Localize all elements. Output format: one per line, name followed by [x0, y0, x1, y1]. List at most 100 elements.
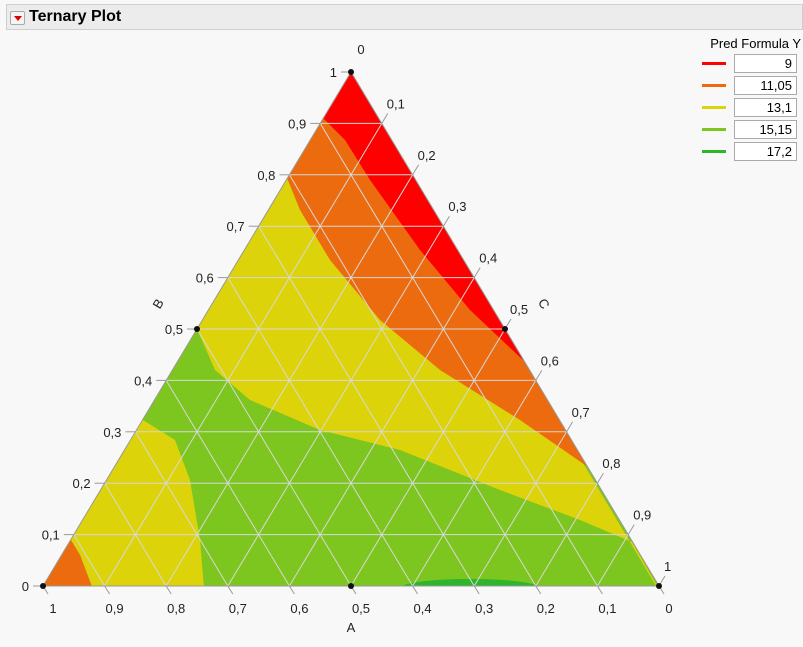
tick-label-b: 0 [22, 579, 29, 594]
legend-swatch [702, 84, 726, 87]
tick-label-c: 0,8 [602, 456, 620, 471]
tick-a [473, 585, 480, 595]
tick-label-c: 0,2 [418, 148, 436, 163]
tick-a [288, 585, 295, 595]
tick-label-a: 1 [49, 601, 56, 616]
region-9 [300, 72, 525, 362]
tick-label-b: 0,9 [288, 116, 306, 131]
tick-label-b: 0,1 [42, 528, 60, 543]
design-points [40, 69, 662, 589]
tick-label-b: 0,7 [227, 219, 245, 234]
legend-swatch [702, 128, 726, 131]
legend-level-field[interactable]: 11,05 [734, 76, 797, 95]
tick-label-a: 0 [665, 601, 672, 616]
tick-a [227, 585, 234, 595]
grid-line-c [227, 225, 444, 587]
grid-line-c [104, 123, 383, 587]
tick-label-c: 0,1 [387, 96, 405, 111]
disclosure-menu-icon[interactable] [10, 11, 25, 25]
tick-label-b: 0,2 [73, 476, 91, 491]
axis-title-c: C [535, 296, 553, 312]
grid-lines [73, 122, 629, 587]
tick-label-b: 0,5 [165, 322, 183, 337]
tick-label-a: 0,3 [475, 601, 493, 616]
tick-c [627, 524, 635, 535]
axis-title-b: B [149, 296, 166, 311]
tick-a [412, 585, 419, 595]
grid-line-a [134, 431, 229, 587]
grid-line-a [165, 380, 290, 587]
legend-level-field[interactable]: 15,15 [734, 120, 797, 139]
legend: Pred Formula Y 9 11,05 13,1 15,15 17,2 [680, 36, 803, 161]
axis-ticks: 0 0 0 0,1 0,1 0,1 0,2 0,2 0,2 0,3 0,3 0,3 0,4 0,4 0,4 0… [22, 42, 673, 616]
tick-label-b: 1 [330, 65, 337, 80]
tick-label-c: 0 [357, 42, 364, 57]
tick-label-a: 0,2 [537, 601, 555, 616]
tick-label-c: 0,9 [633, 508, 651, 523]
tick-label-c: 0,4 [479, 251, 497, 266]
grid-line-a [73, 534, 106, 587]
tick-label-b: 0,4 [134, 373, 152, 388]
report-title: Ternary Plot [29, 8, 122, 25]
grid-line-c [535, 482, 598, 587]
grid-line-c [412, 380, 537, 587]
tick-c [566, 421, 574, 433]
region-13-1-upper [150, 72, 659, 586]
legend-swatch [702, 150, 726, 153]
tick-a [165, 585, 172, 595]
region-11-05-lower [43, 540, 97, 586]
design-point [40, 583, 46, 589]
tick-label-a: 0,7 [229, 601, 247, 616]
design-point [348, 69, 354, 75]
legend-item: 9 [680, 54, 803, 73]
tick-label-a: 0,5 [352, 601, 370, 616]
tick-c [535, 370, 543, 381]
tick-c [442, 215, 450, 227]
legend-item: 11,05 [680, 76, 803, 95]
tick-label-c: 0,7 [572, 405, 590, 420]
tick-a [535, 585, 542, 595]
tick-label-b: 0,8 [257, 168, 275, 183]
grid-line-a [104, 482, 167, 587]
design-point [656, 583, 662, 589]
legend-level-field[interactable]: 9 [734, 54, 797, 73]
legend-swatch [702, 62, 726, 65]
report-header: Ternary Plot [6, 4, 803, 30]
grid-line-a [319, 123, 598, 587]
tick-label-c: 0,3 [448, 199, 466, 214]
tick-c [381, 113, 389, 124]
axis-title-a: A [347, 620, 356, 635]
region-11-05 [250, 72, 600, 480]
tick-label-a: 0,8 [167, 601, 185, 616]
tick-a [104, 585, 111, 595]
grid-line-c [596, 534, 629, 587]
tick-c [412, 164, 420, 176]
tick-c [596, 472, 604, 484]
tick-label-c: 0,5 [510, 302, 528, 317]
tick-a [596, 585, 603, 595]
grid-line-a [258, 225, 475, 587]
legend-title: Pred Formula Y [710, 36, 801, 51]
grid-line-c [473, 431, 568, 587]
legend-item: 13,1 [680, 98, 803, 117]
grid-line-a [196, 328, 352, 587]
grid-line-c [350, 328, 506, 587]
tick-label-a: 0,9 [106, 601, 124, 616]
region-13-1-lower [60, 420, 205, 586]
tick-label-a: 0,4 [414, 601, 432, 616]
legend-item: 15,15 [680, 120, 803, 139]
legend-swatch [702, 106, 726, 109]
design-point [502, 326, 508, 332]
legend-level-field[interactable]: 17,2 [734, 142, 797, 161]
tick-label-b: 0,3 [103, 425, 121, 440]
tick-label-c: 1 [664, 559, 671, 574]
design-point [348, 583, 354, 589]
legend-item: 17,2 [680, 142, 803, 161]
tick-label-a: 0,1 [598, 601, 616, 616]
tick-label-a: 0,6 [290, 601, 308, 616]
legend-level-field[interactable]: 13,1 [734, 98, 797, 117]
region-17-2 [400, 579, 540, 586]
tick-label-c: 0,6 [541, 353, 559, 368]
tick-c [473, 267, 481, 278]
